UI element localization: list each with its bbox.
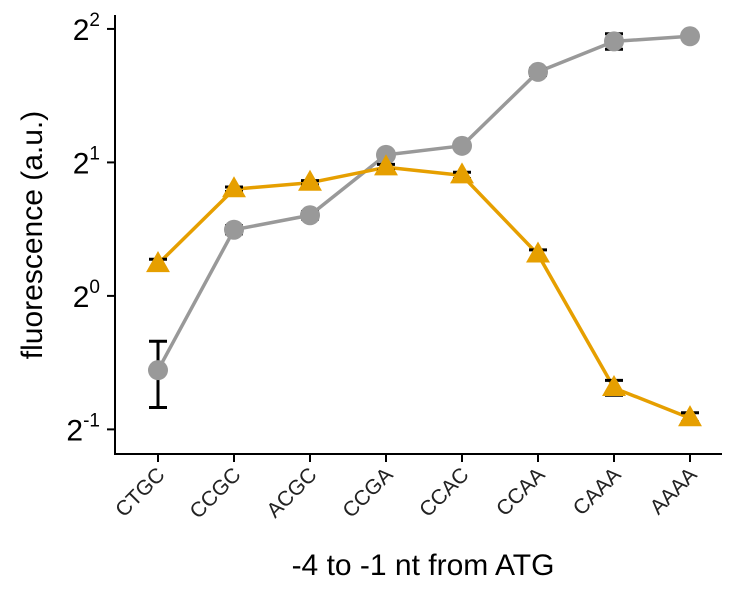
axes: [114, 15, 722, 455]
series-line: [156, 165, 691, 420]
data-point-circle: [604, 31, 624, 52]
x-tick-label: CCGC: [186, 463, 246, 523]
data-point-circle: [224, 219, 244, 240]
y-tick-exponent: 0: [89, 277, 100, 298]
series-triangle: [146, 154, 702, 427]
data-point-triangle: [678, 405, 702, 427]
series-layer: [146, 26, 702, 427]
series-line: [156, 34, 691, 372]
y-tick-base: 2: [73, 14, 90, 47]
data-point-triangle: [526, 241, 550, 263]
y-tick-label: 21: [73, 143, 100, 180]
data-point-triangle: [222, 176, 246, 198]
x-tick-label: CCAC: [415, 463, 473, 521]
data-point-triangle: [298, 169, 322, 191]
x-axis-title: -4 to -1 nt from ATG: [292, 549, 555, 582]
data-point-circle: [680, 26, 700, 47]
y-tick-label: 22: [73, 10, 100, 47]
data-point-circle: [148, 360, 168, 381]
data-point-triangle: [450, 162, 474, 184]
y-tick-label: 20: [73, 277, 100, 314]
y-tick-exponent: 1: [89, 143, 100, 164]
y-tick-label: 2-1: [66, 410, 100, 447]
data-point-triangle: [146, 251, 170, 273]
data-point-circle: [300, 205, 320, 226]
y-tick-exponent: 2: [89, 10, 100, 31]
y-tick-base: 2: [73, 147, 90, 180]
x-tick-label: CCAA: [492, 463, 550, 521]
x-ticks: CTGC CCGC ACGC CCGA CCAC CCAA CAAA AAAA: [111, 454, 702, 523]
x-tick-label: CAAA: [569, 463, 626, 520]
y-tick-exponent: -1: [83, 410, 100, 431]
y-tick-base: 2: [66, 414, 83, 447]
data-point-circle: [528, 61, 548, 82]
series-circle: [148, 26, 700, 410]
x-tick-label: CTGC: [111, 463, 169, 521]
data-point-triangle: [374, 154, 398, 176]
data-point-triangle: [602, 374, 626, 397]
x-tick-label: AAAA: [646, 463, 702, 519]
x-tick-label: ACGC: [262, 463, 321, 522]
y-tick-base: 2: [73, 281, 90, 314]
data-point-circle: [452, 135, 472, 156]
y-axis-title: fluorescence (a.u.): [16, 111, 49, 359]
x-tick-label: CCGA: [338, 463, 397, 522]
